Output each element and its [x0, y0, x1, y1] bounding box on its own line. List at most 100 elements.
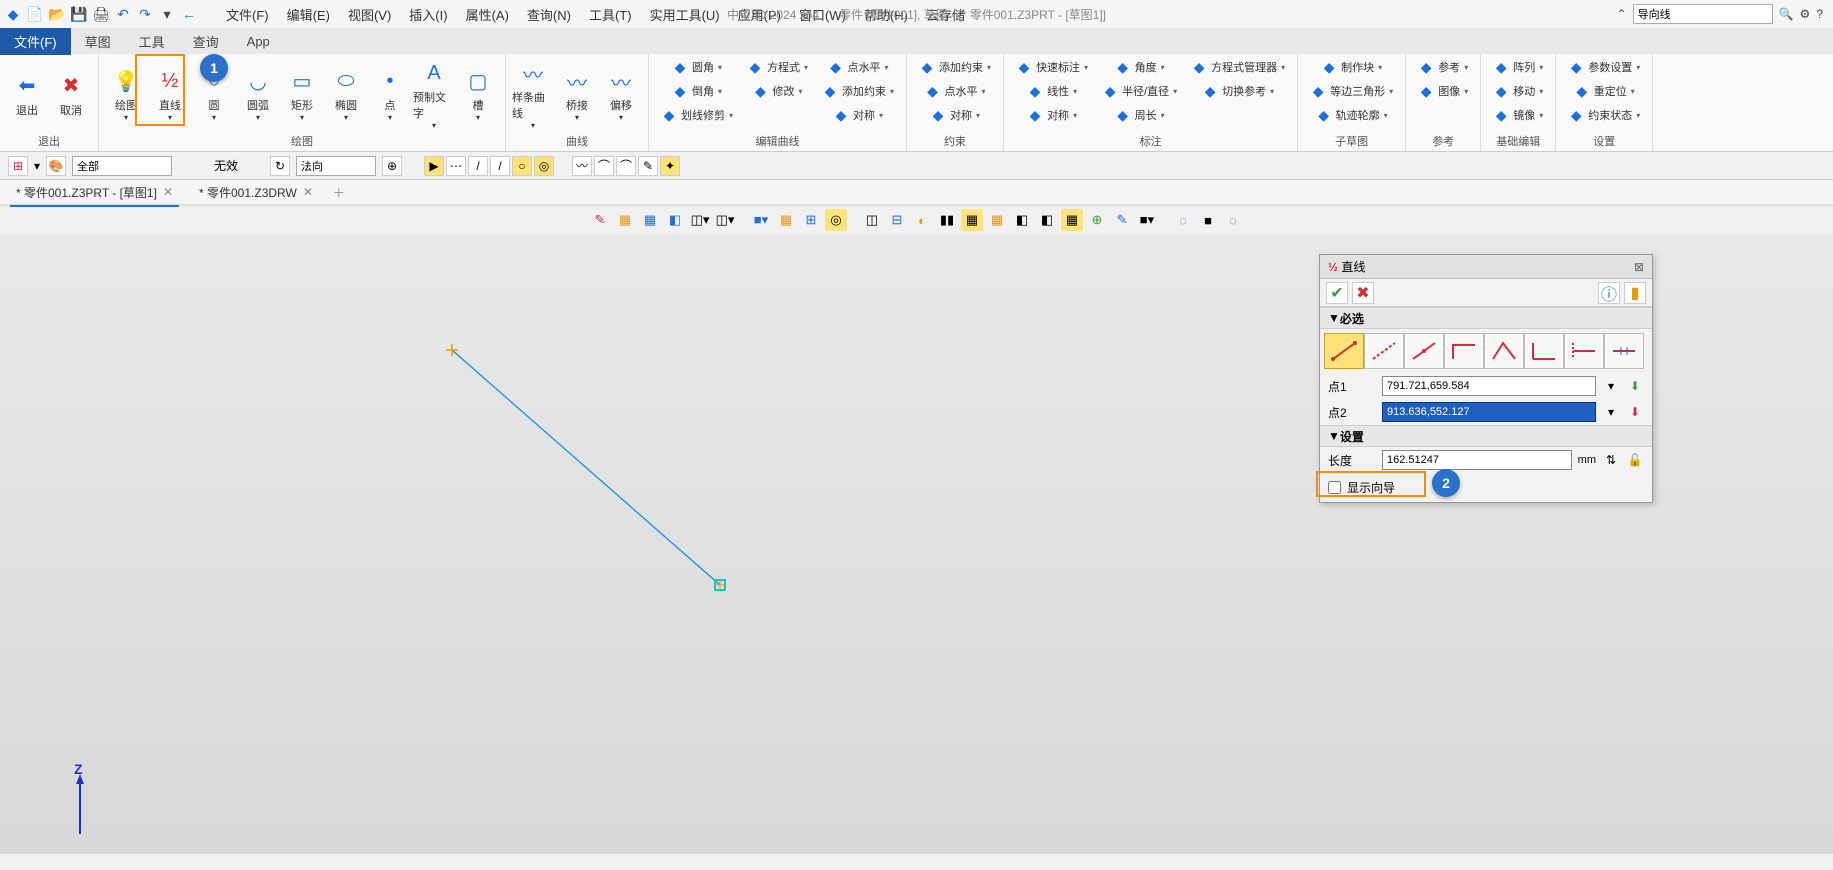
draw-点[interactable]: •点▾ [369, 56, 411, 131]
filter-input[interactable] [72, 156, 172, 176]
vb-23[interactable]: ◌ [1172, 209, 1194, 231]
len-input[interactable] [1382, 450, 1572, 470]
tab-query[interactable]: 查询 [179, 28, 233, 55]
new-icon[interactable]: 📄 [26, 5, 44, 23]
p1-drop-icon[interactable]: ▾ [1602, 377, 1620, 395]
close-icon[interactable]: ✕ [163, 185, 173, 199]
sub-轨迹轮廓[interactable]: ◆轨迹轮廓 ▾ [1304, 104, 1399, 126]
be-镜像[interactable]: ◆镜像 ▾ [1487, 104, 1549, 126]
menu-view[interactable]: 视图(V) [340, 3, 399, 26]
vb-10[interactable]: ◎ [825, 209, 847, 231]
vb-7[interactable]: ■▾ [750, 209, 772, 231]
line-type-3[interactable] [1404, 333, 1444, 369]
ec-修改[interactable]: ◆修改 ▾ [741, 80, 814, 102]
star-icon[interactable]: ✦ [660, 156, 680, 176]
play-icon[interactable]: ▶ [424, 156, 444, 176]
vb-1[interactable]: ✎ [589, 209, 611, 231]
panel-close-icon[interactable]: ⊠ [1634, 260, 1644, 274]
vb-21[interactable]: ✎ [1111, 209, 1133, 231]
be-阵列[interactable]: ◆阵列 ▾ [1487, 56, 1549, 78]
set-约束状态[interactable]: ◆约束状态 ▾ [1562, 104, 1646, 126]
sub-等边三角形[interactable]: ◆等边三角形 ▾ [1304, 80, 1399, 102]
line-type-8[interactable] [1604, 333, 1644, 369]
vb-12[interactable]: ⊟ [886, 209, 908, 231]
vb-13[interactable]: ◐ [911, 209, 933, 231]
line-type-4[interactable] [1444, 333, 1484, 369]
vb-20[interactable]: ⊕ [1086, 209, 1108, 231]
axis-icon[interactable]: ⊕ [382, 156, 402, 176]
palette-icon[interactable]: 🎨 [46, 156, 66, 176]
anno-切换参考[interactable]: ◆切换参考 ▾ [1185, 80, 1291, 102]
line-type-2[interactable] [1364, 333, 1404, 369]
normal-input[interactable] [296, 156, 376, 176]
ec-对称[interactable]: ◆对称 ▾ [816, 104, 900, 126]
vb-9[interactable]: ⊞ [800, 209, 822, 231]
ref-图像[interactable]: ◆图像 ▾ [1412, 80, 1474, 102]
vb-19[interactable]: ▦ [1061, 209, 1083, 231]
anno-线性[interactable]: ◆线性 ▾ [1010, 80, 1094, 102]
cancel-button[interactable]: ✖取消 [50, 56, 92, 131]
p1-input[interactable] [1382, 376, 1596, 396]
curve-偏移[interactable]: 〰偏移▾ [600, 56, 642, 131]
menu-attr[interactable]: 属性(A) [458, 3, 517, 26]
ec-划线修剪[interactable]: ◆划线修剪 ▾ [655, 104, 739, 126]
vb-8[interactable]: ▦ [775, 209, 797, 231]
arc2-icon[interactable]: ⌒ [616, 156, 636, 176]
line2-icon[interactable]: / [490, 156, 510, 176]
arc-icon[interactable]: ⌒ [594, 156, 614, 176]
anno-对称[interactable]: ◆对称 ▾ [1010, 104, 1094, 126]
vb-5[interactable]: ◫▾ [689, 209, 711, 231]
anno-快速标注[interactable]: ◆快速标注 ▾ [1010, 56, 1094, 78]
curve-桥接[interactable]: 〰桥接▾ [556, 56, 598, 131]
con-添加约束[interactable]: ◆添加约束 ▾ [913, 56, 997, 78]
ec-点水平[interactable]: ◆点水平 ▾ [816, 56, 900, 78]
lock-icon[interactable]: 🔓 [1626, 451, 1644, 469]
chevron-down-icon[interactable]: ▾ [34, 159, 40, 173]
section-required[interactable]: ▼ 必选 [1320, 307, 1652, 329]
search-input[interactable] [1633, 4, 1773, 24]
doc-tab-2[interactable]: * 零件001.Z3DRW ✕ [193, 180, 319, 205]
con-点水平[interactable]: ◆点水平 ▾ [913, 80, 997, 102]
vb-22[interactable]: ■▾ [1136, 209, 1158, 231]
tab-file[interactable]: 文件(F) [0, 28, 71, 55]
back-arrow-icon[interactable]: ← [180, 5, 198, 23]
ec-添加约束[interactable]: ◆添加约束 ▾ [816, 80, 900, 102]
help-icon[interactable]: ? [1816, 7, 1823, 21]
draw-预制文字[interactable]: A预制文字▾ [413, 56, 455, 131]
p1-pick-icon[interactable]: ⬇ [1626, 377, 1644, 395]
gear-icon[interactable]: ⚙ [1800, 7, 1811, 21]
refresh-icon[interactable]: ↻ [270, 156, 290, 176]
line-type-7[interactable] [1564, 333, 1604, 369]
menu-util[interactable]: 实用工具(U) [642, 3, 728, 26]
anno-角度[interactable]: ◆角度 ▾ [1096, 56, 1183, 78]
tab-app[interactable]: App [233, 30, 284, 53]
anno-方程式管理器[interactable]: ◆方程式管理器 ▾ [1185, 56, 1291, 78]
menu-tool[interactable]: 工具(T) [581, 3, 640, 26]
edit-icon[interactable]: ✎ [638, 156, 658, 176]
cancel-x-button[interactable]: ✖ [1352, 282, 1374, 304]
dropdown-icon[interactable]: ▾ [158, 5, 176, 23]
vb-6[interactable]: ◫▾ [714, 209, 736, 231]
p2-input[interactable] [1382, 402, 1596, 422]
print-icon[interactable]: 🖨 [92, 5, 110, 23]
set-重定位[interactable]: ◆重定位 ▾ [1562, 80, 1646, 102]
line1-icon[interactable]: / [468, 156, 488, 176]
exit-button[interactable]: ⬅退出 [6, 56, 48, 131]
line-type-5[interactable] [1484, 333, 1524, 369]
search-icon[interactable]: 🔍 [1779, 7, 1794, 21]
ref-参考[interactable]: ◆参考 ▾ [1412, 56, 1474, 78]
curve-样条曲线[interactable]: 〰样条曲线▾ [512, 56, 554, 131]
ec-方程式[interactable]: ◆方程式 ▾ [741, 56, 814, 78]
sel-mode-icon[interactable]: ⊞ [8, 156, 28, 176]
circle1-icon[interactable]: ○ [512, 156, 532, 176]
menu-query[interactable]: 查询(N) [519, 3, 579, 26]
close-icon[interactable]: ✕ [303, 185, 313, 199]
vb-2[interactable]: ▦ [614, 209, 636, 231]
len-spin-icon[interactable]: ⇅ [1602, 451, 1620, 469]
dots-icon[interactable]: ⋯ [446, 156, 466, 176]
redo-icon[interactable]: ↷ [136, 5, 154, 23]
vb-24[interactable]: ■ [1197, 209, 1219, 231]
vb-16[interactable]: ▦ [986, 209, 1008, 231]
p2-drop-icon[interactable]: ▾ [1602, 403, 1620, 421]
vb-14[interactable]: ▮▮ [936, 209, 958, 231]
